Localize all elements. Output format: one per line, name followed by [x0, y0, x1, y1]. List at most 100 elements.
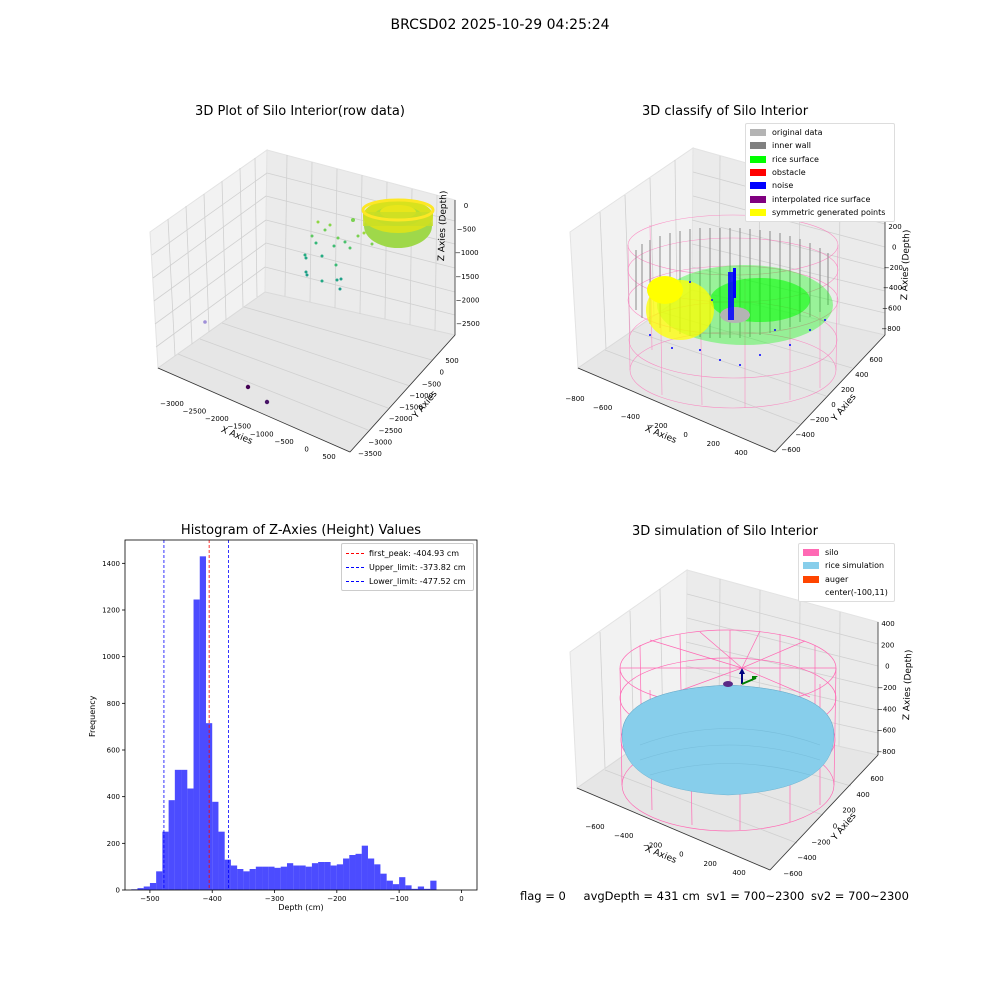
histogram-y-tick-label: 200 [107, 840, 120, 848]
sim-y-tick-label: 0 [833, 823, 837, 831]
histogram-bar [311, 863, 319, 890]
simulation-legend-swatch [803, 575, 819, 583]
status-line: flag = 0 avgDepth = 431 cm sv1 = 700~230… [520, 889, 909, 903]
histogram-legend-entry: Upper_limit: -373.82 cm [342, 560, 473, 574]
raw-x-tick-label: −2500 [183, 408, 207, 416]
histogram-bar [424, 888, 431, 890]
classify-z-tick-label: −600 [882, 305, 901, 313]
histogram-bar [274, 867, 281, 890]
histogram-bar [268, 866, 275, 890]
histogram-bar [218, 831, 225, 890]
sim-z-tick-label: −400 [877, 705, 896, 713]
raw-z-tick-label: −1000 [455, 249, 479, 257]
classify-3d-plot: −800−600−400−20002004006004002000−200−40… [565, 147, 903, 457]
histogram-bar [361, 845, 368, 890]
classify-y-tick-label: 400 [855, 371, 868, 379]
status-flag: flag = 0 [520, 889, 566, 903]
histogram-bar [137, 888, 144, 890]
raw-x-tick-label: −1500 [227, 423, 251, 431]
classify-x-tick-label: 200 [707, 440, 720, 448]
histogram-bar [255, 866, 263, 890]
classify-legend-label: interpolated rice surface [772, 194, 871, 204]
sim-x-tick-label: 0 [679, 851, 683, 859]
simulation-legend: silo rice simulation auger center(-100,11) [798, 543, 895, 603]
classify-legend-swatch [750, 169, 766, 177]
classify-x-tick-label: −600 [593, 404, 612, 412]
panel-raw: 3D Plot of Silo Interior(row data) [125, 100, 500, 470]
histogram-bar [199, 556, 206, 890]
raw-z-tick-label: −1500 [455, 273, 479, 281]
sim-y-tick-label: −400 [797, 854, 816, 862]
sim-x-tick-label: 200 [704, 860, 717, 868]
raw-y-tick-label: −500 [422, 380, 441, 388]
histogram-bar [318, 862, 325, 890]
histogram-chart: −500 −400 −300 −200 −100 0 0 200 400 600 800 1000 1… [102, 539, 478, 903]
classify-x-tick-label: −400 [621, 413, 640, 421]
classify-x-tick-label: 400 [734, 449, 747, 457]
raw-outlier-points [203, 218, 374, 405]
histogram-bar [336, 864, 344, 890]
histogram-x-tick-label: −200 [327, 895, 346, 903]
classify-x-tick-label: −200 [648, 422, 667, 430]
histogram-bar [380, 873, 387, 890]
classify-legend-swatch [750, 208, 766, 216]
sim-z-tick-label: −600 [877, 727, 896, 735]
classify-y-tick-label: 600 [869, 356, 882, 364]
histogram-legend-swatch [346, 580, 364, 582]
histogram-bar [193, 599, 200, 890]
histogram-title: Histogram of Z-Axies (Height) Values [180, 523, 422, 538]
histogram-bar [355, 853, 362, 890]
histogram-y-tick-label: 1200 [102, 607, 120, 615]
sim-z-tick-label: −200 [877, 684, 896, 692]
raw-z-tick-label: −2000 [456, 296, 480, 304]
histogram-bar [224, 859, 231, 890]
histogram-bar [430, 880, 437, 890]
classify-legend-entry: rice surface [746, 153, 894, 166]
sim-z-tick-label: −800 [876, 748, 895, 756]
histogram-bar [168, 800, 175, 890]
classify-legend-label: rice surface [772, 154, 819, 164]
simulation-legend-entry: center(-100,11) [799, 586, 894, 599]
classify-legend-entry: original data [746, 126, 894, 139]
histogram-x-tick-label: 0 [459, 895, 463, 903]
simulation-legend-label: silo [825, 548, 839, 558]
sim-x-tick-label: −400 [614, 832, 633, 840]
simulation-legend-entry: auger [799, 573, 894, 586]
classify-z-tick-label: 200 [888, 223, 901, 231]
panel-classify: 3D classify of Silo Interior [560, 100, 935, 470]
classify-z-tick-label: 0 [892, 243, 896, 251]
histogram-bar [262, 866, 269, 890]
sim-y-tick-label: −200 [811, 838, 830, 846]
histogram-y-tick-label: 600 [107, 747, 120, 755]
classify-legend-label: original data [772, 128, 823, 138]
classify-legend-label: inner wall [772, 141, 812, 151]
raw-z-tick-label: −2500 [456, 320, 480, 328]
classify-legend-entry: symmetric generated points [746, 206, 894, 219]
raw-y-tick-label: −3500 [358, 450, 382, 458]
simulation-legend-entry: rice simulation [799, 559, 894, 572]
classify-legend-entry: interpolated rice surface [746, 192, 894, 205]
simulation-legend-swatch [803, 562, 819, 570]
histogram-bar [149, 883, 157, 890]
histogram-bar [330, 865, 337, 890]
histogram-bar [174, 769, 182, 890]
histogram-bar [212, 801, 219, 890]
histogram-legend-label: Upper_limit: -373.82 cm [369, 562, 466, 572]
classify-legend-swatch [750, 129, 766, 137]
histogram-x-tick-label: −100 [390, 895, 409, 903]
panel-histogram: −500 −400 −300 −200 −100 0 0 200 400 600 800 1000 1… [0, 500, 500, 920]
histogram-bar [187, 788, 194, 890]
histogram-y-tick-label: 1400 [102, 560, 120, 568]
histogram-x-tick-label: −300 [265, 895, 284, 903]
histogram-bar [374, 864, 381, 890]
classify-z-tick-label: −400 [883, 284, 902, 292]
sim-z-tick-label: 0 [885, 663, 889, 671]
sim-x-tick-label: 400 [732, 869, 745, 877]
raw-3d-plot: −3000−2500−2000−1500−1000−50005005000−50… [149, 149, 480, 461]
sim-y-tick-label: −600 [783, 870, 802, 878]
sim-x-tick-label: −600 [585, 823, 604, 831]
histogram-bar [367, 858, 375, 890]
classify-legend-swatch [750, 182, 766, 190]
histogram-y-tick-label: 400 [107, 793, 120, 801]
raw-z-tick-label: −500 [457, 226, 476, 234]
